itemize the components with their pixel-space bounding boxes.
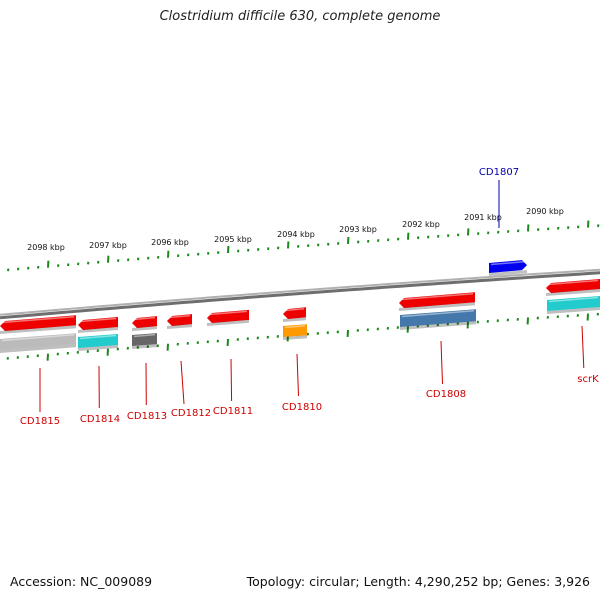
ruler-label: 2096 kbp xyxy=(151,238,189,247)
leader-line xyxy=(296,353,299,397)
feature-cyan xyxy=(78,334,118,351)
gene-labels: CD1815 CD1814 CD1813 CD1812 CD1811 CD1810 CD18… xyxy=(20,167,599,427)
gene-label: scrK xyxy=(577,374,599,385)
gene-arrow-cd1811 xyxy=(207,309,249,326)
leader-line xyxy=(440,340,443,385)
ruler-label: 2091 kbp xyxy=(464,213,502,222)
gene-features xyxy=(0,260,600,353)
accession-text: Accession: NC_009089 xyxy=(10,574,153,589)
feature-steel xyxy=(400,309,476,330)
gene-arrow-scrk xyxy=(546,278,600,296)
gene-arrow-cd1808 xyxy=(399,292,475,311)
leader-line xyxy=(230,358,233,402)
gene-label: CD1813 xyxy=(127,411,167,422)
genome-backbone xyxy=(0,268,600,320)
gene-arrow-cd1815 xyxy=(0,315,76,334)
gene-label: CD1807 xyxy=(479,167,519,178)
gene-label: CD1812 xyxy=(171,408,211,419)
ruler-label: 2092 kbp xyxy=(402,220,440,229)
backbone-lower xyxy=(0,271,600,320)
backbone-upper xyxy=(0,268,600,316)
gene-label: CD1815 xyxy=(20,416,60,427)
ruler-label: 2098 kbp xyxy=(27,243,65,252)
feature-grey xyxy=(0,333,76,353)
leader-line xyxy=(581,325,585,369)
feature-cyan-2 xyxy=(547,296,600,314)
gene-arrow-cd1813 xyxy=(132,316,157,331)
gene-label: CD1808 xyxy=(426,389,466,400)
gene-label: CD1814 xyxy=(80,414,120,425)
ruler-label: 2095 kbp xyxy=(214,235,252,244)
ruler-labels: 2098 kbp 2097 kbp 2096 kbp 2095 kbp 2094 kbp… xyxy=(27,207,564,252)
genome-summary-text: Topology: circular; Length: 4,290,252 bp… xyxy=(246,574,590,589)
ruler-ticks-inner xyxy=(6,312,599,361)
leader-line xyxy=(180,360,185,405)
ruler-ticks-outer xyxy=(7,220,600,272)
ruler-label: 2097 kbp xyxy=(89,241,127,250)
gene-arrow-cd1814 xyxy=(78,317,118,333)
feature-orange xyxy=(283,324,307,340)
ruler-label: 2093 kbp xyxy=(339,225,377,234)
gene-label: CD1810 xyxy=(282,402,322,413)
gene-arrow-cd1810 xyxy=(283,307,306,322)
ruler-label: 2094 kbp xyxy=(277,230,315,239)
gene-arrow-cd1807 xyxy=(489,260,527,276)
feature-darkgrey xyxy=(132,333,157,349)
gene-arrow-cd1812 xyxy=(167,314,192,329)
gene-label: CD1811 xyxy=(213,406,253,417)
map-title: Clostridium difficile 630, complete geno… xyxy=(159,9,441,24)
ruler-label: 2090 kbp xyxy=(526,207,564,216)
